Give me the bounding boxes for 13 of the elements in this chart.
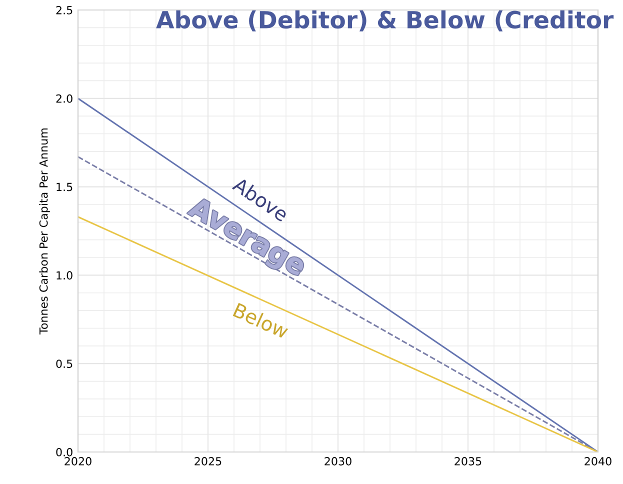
x-tick-label: 2035	[454, 457, 482, 466]
y-axis-title: Tonnes Carbon Per Capita Per Annum	[39, 128, 50, 334]
x-tick-label: 2020	[64, 457, 92, 466]
y-tick-label: 1.0	[56, 271, 72, 280]
y-tick-label: 2.5	[56, 6, 72, 14]
x-tick-label: 2030	[324, 457, 352, 466]
y-tick-label: 0.0	[56, 448, 72, 456]
y-tick-label: 1.5	[56, 182, 72, 192]
x-tick-label: 2025	[194, 457, 222, 466]
chart-title: Above (Debitor) & Below (Creditor	[156, 10, 614, 32]
y-tick-label: 0.5	[56, 360, 72, 368]
x-tick-label: 2040	[584, 457, 612, 466]
y-tick-label: 2.0	[56, 94, 72, 103]
